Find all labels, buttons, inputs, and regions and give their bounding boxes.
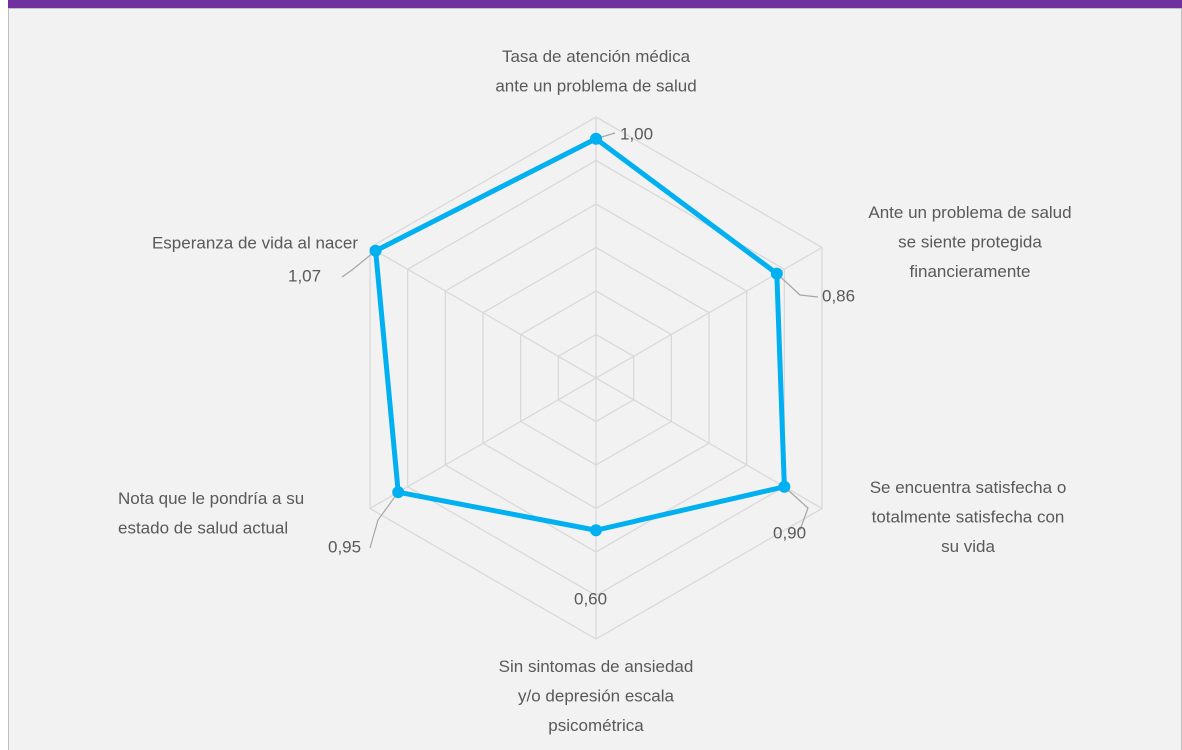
header-bar: [8, 0, 1182, 8]
leader-line: [341, 250, 376, 278]
category-label: Tasa de atención médica ante un problema …: [495, 47, 696, 96]
leader-line: [776, 273, 819, 298]
data-label: 1,00: [620, 124, 653, 143]
data-label: 1,07: [288, 266, 321, 285]
spoke: [369, 246, 597, 379]
leader-line: [783, 486, 809, 531]
category-label: Nota que le pondría a su estado de salud …: [118, 489, 304, 538]
category-label: Sin sintomas de ansiedad y/o depresión es…: [499, 657, 694, 735]
marker: [392, 486, 405, 499]
data-label: 0,60: [574, 589, 607, 608]
leader-line: [369, 491, 399, 549]
marker: [778, 480, 791, 493]
marker: [770, 267, 783, 280]
category-label: Esperanza de vida al nacer: [152, 233, 358, 252]
marker: [590, 132, 602, 145]
data-label: 0,86: [822, 286, 855, 305]
category-label: Se encuentra satisfecha o totalmente sati…: [870, 478, 1067, 556]
data-label: 0,95: [328, 537, 361, 556]
spoke: [369, 377, 597, 510]
marker: [590, 524, 602, 537]
marker: [369, 244, 382, 257]
spoke: [595, 246, 823, 379]
data-label: 0,90: [773, 523, 806, 542]
category-label: Ante un problema de salud se siente prote…: [868, 203, 1071, 281]
